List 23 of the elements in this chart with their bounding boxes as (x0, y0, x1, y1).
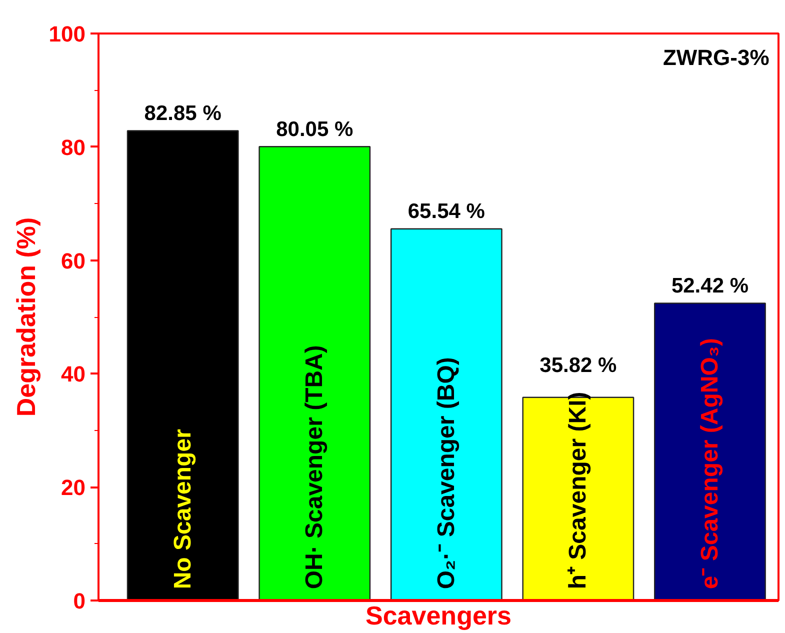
annotation: ZWRG-3% (662, 44, 770, 70)
data-label: 65.54 % (408, 200, 486, 224)
data-label: 35.82 % (540, 354, 618, 377)
x-tick-label: O₂·⁻ Scavenger (BQ) (432, 357, 460, 590)
x-tick-label: No Scavenger (169, 429, 196, 590)
bar (126, 130, 239, 600)
x-tick-label: e⁻ Scavenger (AgNO₃) (696, 338, 724, 590)
data-label: 80.05 % (276, 118, 354, 141)
x-tick-label: h⁺ Scavenger (KI) (564, 392, 592, 590)
y-tick-label: 60 (61, 248, 86, 274)
x-tick-label: OH· Scavenger (TBA) (301, 345, 328, 590)
data-label: 82.85 % (144, 102, 222, 126)
y-tick-label: 100 (48, 22, 86, 46)
bar (654, 302, 766, 600)
x-axis-title: Scavengers (366, 600, 512, 630)
y-tick-label: 40 (61, 362, 86, 387)
y-tick-label: 80 (61, 134, 86, 160)
bar (390, 228, 502, 600)
data-label: 52.42 % (671, 274, 749, 298)
y-tick-label: 20 (61, 475, 86, 500)
y-axis-title: Degradation (%) (10, 217, 41, 417)
bar (258, 146, 371, 600)
y-tick-label: 0 (73, 588, 86, 614)
